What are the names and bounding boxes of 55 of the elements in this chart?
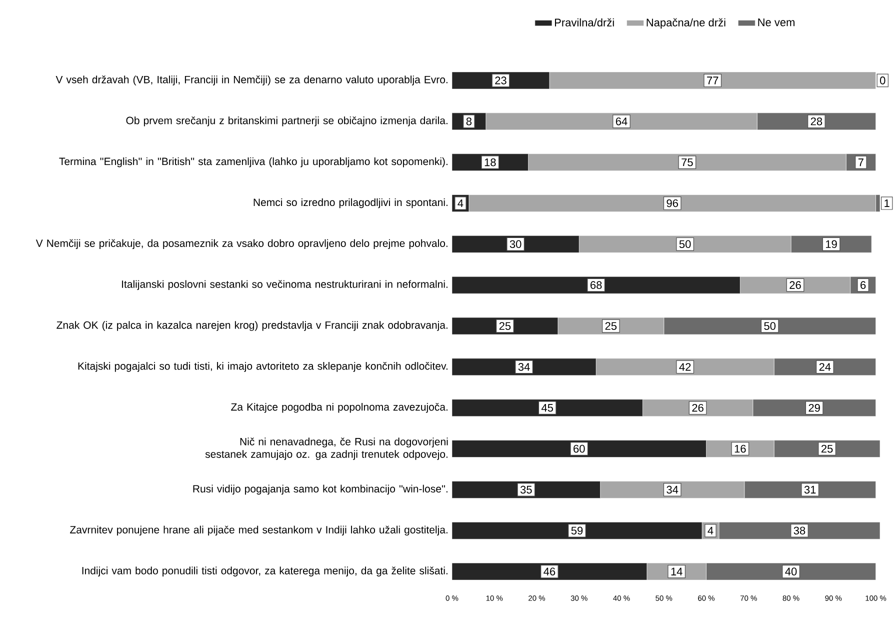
data-label: 34 bbox=[518, 363, 530, 371]
y-tick-label: Termina ''English'' in ''British'' sta zamenljiva (lahko ju uporabljamo kot sopomenki). bbox=[59, 157, 448, 168]
y-tick-label: Italijanski poslovni sestanki so večinoma nestrukturirani in neformalni. bbox=[122, 280, 448, 290]
data-label: 8 bbox=[466, 117, 472, 126]
data-label: 34 bbox=[666, 486, 678, 494]
y-tick-label: V vseh državah (VB, Italiji, Franciji in Nemčiji) se za denarno valuto uporablja Evro. bbox=[56, 76, 448, 86]
data-label: 31 bbox=[804, 486, 816, 494]
data-label: 77 bbox=[707, 76, 718, 84]
y-tick-label: Zavrnitev ponujene hrane ali pijače med sestankom v Indiji lahko užali gostitelja. bbox=[70, 526, 448, 536]
data-label: 96 bbox=[666, 199, 678, 208]
data-label: 38 bbox=[794, 526, 806, 535]
data-label: 42 bbox=[679, 363, 691, 371]
legend-label: Napačna/ne drži bbox=[646, 18, 726, 29]
data-label: 7 bbox=[858, 158, 864, 166]
y-tick-label: Ob prvem srečanju z britanskimi partnerji se običajno izmenja darila. bbox=[126, 116, 448, 126]
data-label: 75 bbox=[682, 158, 693, 166]
data-label: 26 bbox=[790, 281, 801, 289]
data-label: 18 bbox=[484, 158, 496, 166]
y-tick-label: V Nemčiji se pričakuje, da posameznik za vsako dobro opravljeno delo prejme pohvalo. bbox=[36, 239, 448, 250]
y-tick-label: Za Kitajce pogodba ni popolnoma zavezujoča. bbox=[231, 402, 448, 413]
data-label: 23 bbox=[495, 76, 506, 84]
data-label: 26 bbox=[692, 404, 704, 412]
data-label: 6 bbox=[860, 281, 866, 289]
data-label: 24 bbox=[819, 363, 831, 371]
data-label: 68 bbox=[590, 281, 602, 289]
y-tick-label: Nič ni nenavadnega, če Rusi na dogovorjeni sestanek zamujajo oz. ga zadnji trenutek odpovejo. bbox=[205, 438, 448, 460]
data-label: 4 bbox=[708, 526, 714, 534]
y-tick-label: Kitajski pogajalci so tudi tisti, ki imajo avtoriteto za sklepanje končnih odločitev. bbox=[78, 362, 448, 372]
data-label: 19 bbox=[826, 240, 837, 248]
y-tick-label: Nemci so izredno prilagodljivi in spontani. bbox=[254, 198, 448, 208]
y-tick-label: Indijci vam bodo ponudili tisti odgovor, za katerega menijo, da ga želite slišati. bbox=[82, 566, 448, 576]
data-label: 28 bbox=[810, 117, 822, 126]
data-label: 35 bbox=[520, 486, 532, 494]
y-tick-label: Rusi vidijo pogajanja samo kot kombinacijo ''win-lose''. bbox=[193, 484, 448, 495]
data-label: 50 bbox=[764, 322, 776, 330]
data-label: 25 bbox=[821, 444, 833, 453]
data-label: 4 bbox=[458, 199, 464, 208]
data-label: 46 bbox=[544, 568, 556, 576]
data-label: 40 bbox=[785, 568, 797, 576]
data-label: 59 bbox=[571, 526, 583, 535]
data-label: 1 bbox=[884, 199, 890, 208]
y-tick-label: Znak OK (iz palca in kazalca narejen krog) predstavlja v Franciji znak odobravanja. bbox=[56, 321, 448, 331]
data-label: 0 bbox=[880, 76, 886, 84]
data-label: 45 bbox=[541, 404, 554, 412]
data-label: 29 bbox=[808, 404, 820, 412]
legend-label: Ne vem bbox=[758, 18, 794, 26]
data-label: 25 bbox=[605, 322, 617, 330]
legend-label: Pravilna/drži bbox=[555, 18, 614, 26]
data-label: 14 bbox=[671, 568, 682, 576]
data-label: 64 bbox=[616, 117, 628, 126]
data-label: 60 bbox=[574, 444, 585, 453]
data-label: 25 bbox=[499, 322, 511, 330]
data-label: 50 bbox=[679, 240, 691, 248]
data-label: 30 bbox=[510, 240, 522, 248]
data-label: 16 bbox=[734, 444, 746, 453]
